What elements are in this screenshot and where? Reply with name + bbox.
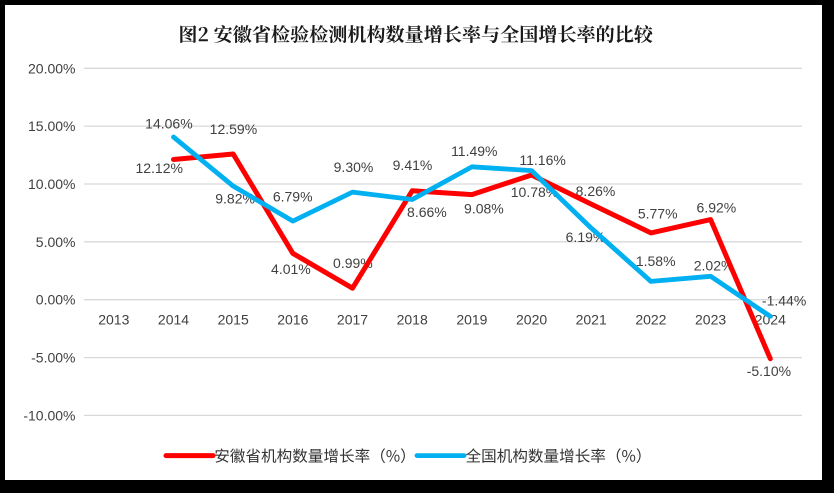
svg-text:9.08%: 9.08% [464,200,504,216]
svg-text:9.41%: 9.41% [393,157,433,173]
svg-text:12.59%: 12.59% [210,121,257,137]
svg-text:2015: 2015 [218,312,249,328]
svg-text:2019: 2019 [456,312,487,328]
svg-text:-5.00%: -5.00% [31,350,75,366]
svg-text:8.26%: 8.26% [576,183,616,199]
svg-text:20.00%: 20.00% [28,60,75,76]
svg-text:11.16%: 11.16% [519,152,565,168]
svg-text:2013: 2013 [98,312,129,328]
svg-text:5.77%: 5.77% [638,205,678,221]
svg-text:2020: 2020 [516,312,547,328]
svg-text:4.01%: 4.01% [271,261,311,277]
svg-text:5.00%: 5.00% [36,234,76,250]
svg-text:15.00%: 15.00% [28,118,75,134]
svg-text:2023: 2023 [695,312,726,328]
svg-text:11.49%: 11.49% [451,143,497,159]
svg-text:6.79%: 6.79% [273,188,313,204]
svg-text:2017: 2017 [337,312,368,328]
svg-text:-5.10%: -5.10% [747,363,791,379]
svg-text:6.92%: 6.92% [697,200,737,216]
svg-text:2021: 2021 [576,312,607,328]
svg-text:8.66%: 8.66% [407,204,447,220]
svg-text:2.02%: 2.02% [694,258,734,274]
svg-text:-10.00%: -10.00% [23,407,75,423]
svg-text:0.00%: 0.00% [36,292,76,308]
svg-text:9.30%: 9.30% [334,159,374,175]
svg-text:14.06%: 14.06% [145,116,192,132]
svg-text:-1.44%: -1.44% [762,292,806,308]
svg-text:2018: 2018 [397,312,428,328]
svg-text:10.00%: 10.00% [28,176,75,192]
svg-text:2016: 2016 [277,312,308,328]
svg-text:2014: 2014 [158,312,189,328]
svg-text:12.12%: 12.12% [135,160,182,176]
svg-text:1.58%: 1.58% [636,253,676,269]
svg-text:2024: 2024 [755,312,786,328]
svg-text:2022: 2022 [635,312,666,328]
